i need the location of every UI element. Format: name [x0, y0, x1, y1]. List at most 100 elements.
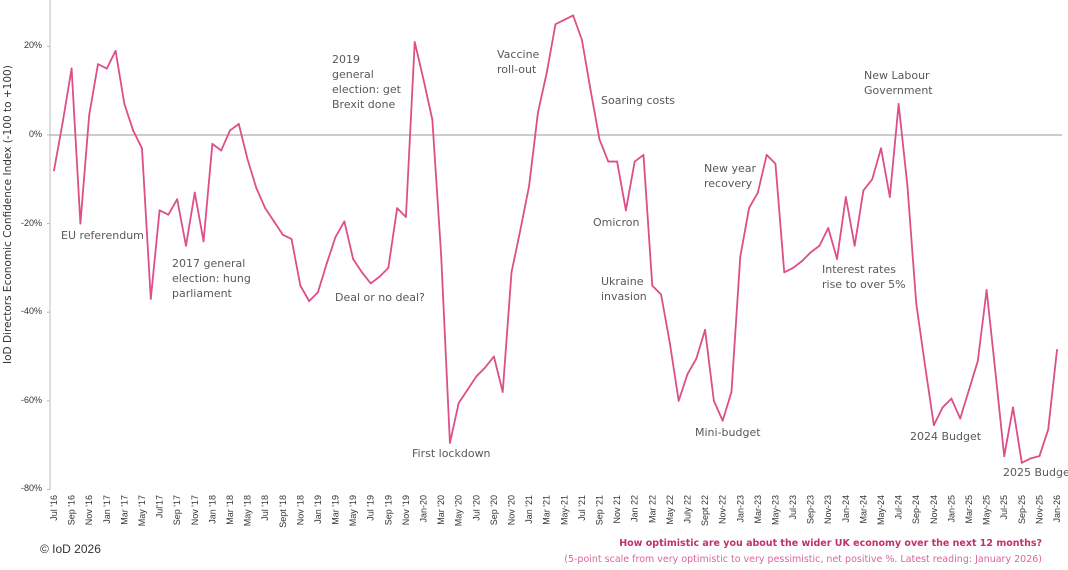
data-point	[273, 220, 275, 223]
data-point	[141, 147, 143, 150]
data-point	[985, 289, 988, 291]
data-point	[361, 271, 363, 274]
data-point	[721, 419, 724, 422]
x-tick-label: May-21	[559, 495, 569, 525]
data-point	[1029, 457, 1032, 460]
survey-note: (5-point scale from very optimistic to v…	[564, 554, 1042, 565]
x-tick-label: Mar '19	[331, 495, 341, 525]
x-tick-label: Sep '16	[67, 495, 77, 525]
data-point	[202, 240, 205, 243]
data-point	[88, 114, 91, 116]
data-point	[378, 275, 381, 278]
x-tick-label: May '17	[137, 495, 147, 526]
data-point	[79, 222, 82, 225]
data-point	[563, 18, 566, 21]
data-point	[862, 189, 865, 192]
data-point	[739, 255, 742, 258]
x-tick-label: Jul '18	[260, 495, 270, 521]
data-point	[554, 23, 557, 26]
x-tick-label: May-23	[770, 495, 780, 525]
data-point	[114, 49, 117, 52]
data-point	[765, 154, 768, 156]
y-tick-label: -60%	[20, 394, 42, 405]
x-tick-label: Sep '21	[594, 495, 604, 525]
annotation: Omicron	[593, 216, 640, 229]
x-tick-label: May '18	[243, 495, 253, 526]
data-point	[299, 284, 302, 287]
data-point	[158, 209, 161, 212]
data-point	[932, 424, 935, 427]
data-point	[968, 388, 970, 391]
x-tick-label: Mar 22	[647, 495, 657, 523]
x-tick-label: Sept '18	[278, 495, 288, 528]
data-point	[1047, 428, 1050, 431]
data-point	[871, 178, 874, 181]
data-point	[325, 262, 328, 265]
x-tick-label: Sep '19	[383, 495, 393, 525]
data-point	[704, 329, 706, 331]
data-point	[888, 196, 891, 198]
data-point	[589, 89, 592, 92]
x-tick-label: Jul '21	[577, 495, 587, 521]
data-point	[827, 227, 830, 229]
x-tick-label: Jul '20	[471, 495, 481, 521]
data-point	[818, 244, 821, 247]
copyright: © IoD 2026	[40, 542, 101, 556]
data-point	[695, 357, 698, 360]
x-tick-label: Jan '21	[524, 495, 534, 524]
annotation: Ukraine invasion	[601, 275, 647, 303]
data-point	[1038, 455, 1041, 458]
data-point	[211, 142, 214, 145]
x-tick-label: May '20	[454, 495, 464, 526]
x-tick-label: Jul-24	[894, 495, 904, 520]
x-tick-label: Nov '16	[84, 495, 94, 525]
data-point	[959, 417, 962, 420]
data-point	[255, 187, 258, 190]
data-point	[686, 373, 689, 376]
data-point	[132, 129, 135, 132]
x-tick-label: Nov-25	[1034, 495, 1044, 524]
data-point	[836, 258, 838, 260]
survey-question: How optimistic are you about the wider U…	[619, 538, 1042, 549]
x-tick-label: Jul '16	[49, 495, 59, 521]
data-point	[475, 375, 478, 378]
data-point	[369, 282, 372, 285]
x-tick-label: Jan-20	[419, 495, 429, 523]
x-tick-label: Mar-24	[858, 495, 868, 524]
y-tick-label: -80%	[20, 483, 42, 494]
data-point	[800, 260, 803, 263]
data-point	[167, 213, 170, 216]
data-point	[1012, 406, 1014, 409]
data-point	[334, 235, 337, 238]
data-point	[431, 118, 434, 121]
y-tick-label: -20%	[20, 217, 42, 228]
x-tick-label: Jan '17	[102, 495, 112, 524]
x-tick-label: Nov '17	[190, 495, 200, 525]
data-point	[53, 169, 55, 172]
data-point	[712, 399, 715, 402]
data-point	[537, 111, 539, 114]
data-point	[730, 391, 733, 393]
x-tick-label: May '19	[348, 495, 358, 526]
x-tick-label: Mar '21	[542, 495, 552, 525]
data-point	[246, 158, 249, 161]
data-point	[484, 366, 487, 369]
x-tick-label: Jan-25	[946, 495, 956, 523]
x-tick-label: Nov-24	[929, 495, 939, 524]
annotation: First lockdown	[412, 447, 491, 460]
data-point	[1003, 455, 1006, 458]
data-point	[642, 154, 645, 156]
data-point	[105, 67, 108, 70]
x-tick-label: Jul'17	[155, 495, 165, 518]
data-point	[580, 38, 583, 41]
data-point	[976, 360, 979, 362]
data-point	[528, 185, 531, 187]
data-point	[493, 355, 495, 358]
data-point	[405, 216, 407, 218]
data-point	[783, 271, 786, 274]
data-point	[660, 293, 662, 296]
data-point	[237, 123, 240, 125]
data-point	[774, 162, 777, 165]
data-point	[651, 284, 654, 287]
